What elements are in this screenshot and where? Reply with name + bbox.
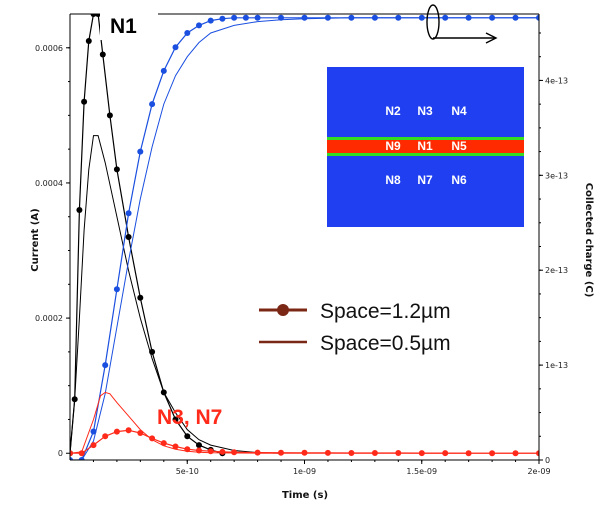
series-line-5: [70, 391, 539, 454]
legend-marker-icon: [277, 304, 289, 316]
n3-n7-annotation: N3, N7: [157, 406, 222, 429]
y-axis-left-label: Current (A): [30, 208, 41, 271]
y-right-tick-label: 3e-13: [545, 171, 568, 180]
arrow-head-icon: [485, 32, 498, 44]
data-point-0: [113, 166, 120, 173]
data-point-2: [184, 30, 191, 36]
data-point-4: [90, 442, 97, 449]
data-point-2: [125, 210, 132, 217]
y-right-tick-label: 0: [545, 456, 550, 465]
data-point-2: [70, 457, 73, 460]
data-point-0: [196, 442, 202, 449]
inset-node-label: N3: [417, 104, 433, 118]
data-point-2: [207, 17, 214, 24]
data-point-2: [301, 14, 308, 21]
data-point-2: [254, 14, 261, 21]
data-point-0: [172, 416, 179, 423]
data-point-0: [81, 98, 88, 105]
device-inset: N2 N3 N4 N9 N1 N5 N8 N7 N6: [327, 67, 524, 227]
inset-active-band: [327, 140, 524, 153]
x-axis-label: Time (s): [282, 490, 328, 501]
inset-node-label: N7: [417, 173, 433, 187]
legend-item-1-label: Space=1.2µm: [320, 300, 451, 323]
data-point-0: [76, 207, 83, 213]
inset-node-label: N5: [451, 139, 467, 153]
data-point-4: [254, 449, 261, 456]
legend-item-2-label: Space=0.5µm: [320, 332, 451, 355]
data-point-4: [149, 435, 156, 442]
x-tick-label: 2e-09: [527, 467, 550, 476]
data-point-0: [125, 234, 132, 240]
inset-node-label: N6: [451, 173, 467, 187]
inset-node-label: N2: [385, 104, 401, 118]
y-axis-right-label: Collected charge (C): [583, 183, 594, 298]
data-point-2: [219, 15, 226, 22]
data-point-2: [113, 286, 120, 293]
inset-node-label: N4: [451, 104, 467, 118]
data-point-2: [160, 67, 167, 74]
x-tick-label: 1e-09: [293, 467, 316, 476]
y-right-tick-label: 2e-13: [545, 266, 568, 275]
y-right-tick-label: 1e-13: [545, 361, 568, 370]
y-left-tick-label: 0.0002: [35, 314, 63, 323]
x-tick-label: 5e-10: [176, 467, 199, 476]
data-point-0: [95, 14, 102, 17]
inset-node-label: N1: [417, 139, 433, 153]
data-point-4: [278, 449, 284, 456]
data-point-0: [137, 294, 144, 301]
inset-node-label: N8: [385, 173, 401, 187]
data-point-4: [125, 427, 132, 434]
n1-annotation: N1: [110, 15, 137, 38]
data-point-4: [231, 449, 238, 456]
data-point-0: [90, 14, 97, 17]
data-point-2: [231, 14, 238, 21]
data-point-4: [172, 443, 179, 450]
data-point-4: [219, 448, 226, 455]
data-point-4: [207, 448, 214, 455]
y-right-tick-label: 4e-13: [545, 76, 568, 85]
data-point-4: [102, 433, 109, 440]
n1-label-background: [100, 10, 158, 40]
data-point-2: [102, 362, 109, 369]
data-point-0: [184, 433, 191, 440]
data-point-0: [85, 38, 92, 44]
data-point-0: [106, 112, 113, 119]
data-point-0: [99, 51, 106, 58]
data-point-2: [242, 14, 249, 21]
data-point-2: [196, 22, 202, 29]
y-left-tick-label: 0.0004: [35, 179, 63, 188]
legend: Space=1.2µm Space=0.5µm: [259, 300, 451, 355]
series-line-1: [70, 135, 282, 454]
inset-node-label: N9: [385, 139, 401, 153]
data-point-2: [137, 148, 144, 155]
y-left-tick-label: 0: [58, 449, 63, 458]
series-line-0: [70, 14, 223, 454]
data-point-2: [172, 44, 179, 51]
y-left-tick-label: 0.0006: [35, 44, 63, 53]
data-point-4: [113, 428, 120, 435]
series-line-3: [70, 17, 539, 460]
data-point-2: [149, 101, 156, 108]
x-tick-label: 1.5e-09: [406, 467, 437, 476]
axis-indicator-ellipse: [426, 4, 440, 40]
